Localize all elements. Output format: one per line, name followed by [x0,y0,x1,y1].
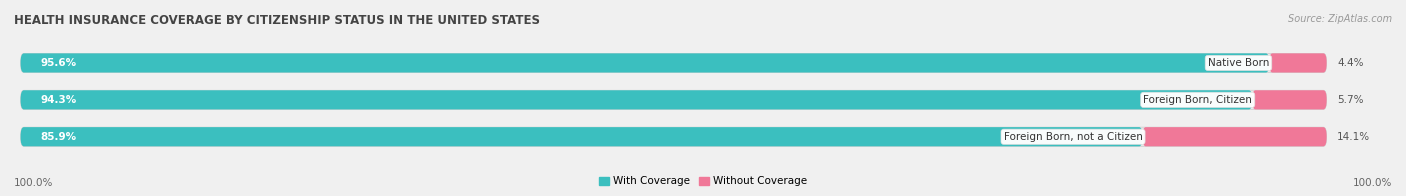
FancyBboxPatch shape [21,53,1270,73]
Text: 95.6%: 95.6% [41,58,76,68]
Text: 85.9%: 85.9% [41,132,76,142]
FancyBboxPatch shape [1253,90,1327,109]
FancyBboxPatch shape [21,53,1327,73]
FancyBboxPatch shape [21,90,1253,109]
Text: Foreign Born, Citizen: Foreign Born, Citizen [1143,95,1253,105]
Text: 100.0%: 100.0% [1353,178,1392,188]
Legend: With Coverage, Without Coverage: With Coverage, Without Coverage [595,172,811,191]
FancyBboxPatch shape [1143,127,1327,146]
FancyBboxPatch shape [1270,53,1327,73]
Text: 5.7%: 5.7% [1337,95,1364,105]
FancyBboxPatch shape [21,90,1327,109]
Text: Native Born: Native Born [1208,58,1270,68]
Text: 14.1%: 14.1% [1337,132,1371,142]
Text: 94.3%: 94.3% [41,95,76,105]
Text: Foreign Born, not a Citizen: Foreign Born, not a Citizen [1004,132,1143,142]
FancyBboxPatch shape [21,127,1327,146]
Text: 100.0%: 100.0% [14,178,53,188]
Text: HEALTH INSURANCE COVERAGE BY CITIZENSHIP STATUS IN THE UNITED STATES: HEALTH INSURANCE COVERAGE BY CITIZENSHIP… [14,14,540,27]
Text: 4.4%: 4.4% [1337,58,1364,68]
Text: Source: ZipAtlas.com: Source: ZipAtlas.com [1288,14,1392,24]
FancyBboxPatch shape [21,127,1143,146]
